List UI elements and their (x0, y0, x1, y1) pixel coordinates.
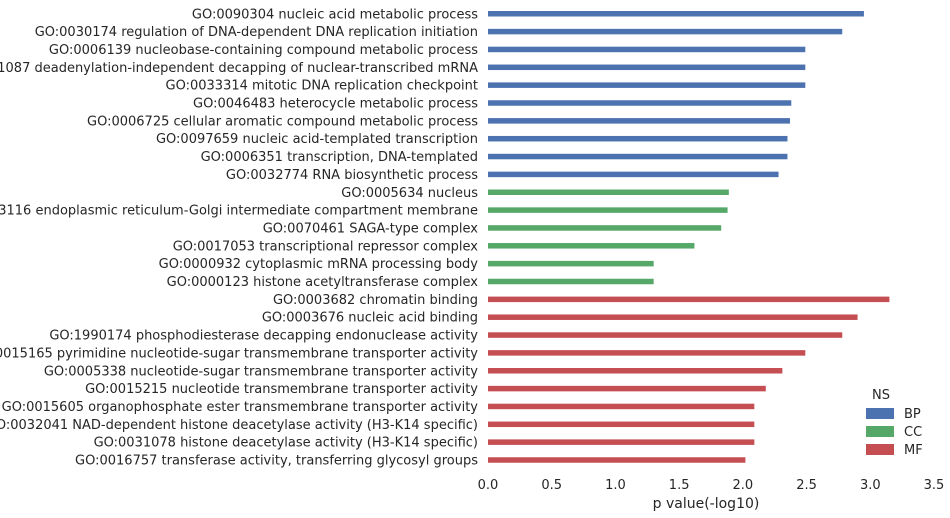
category-label: GO:0032041 NAD-dependent histone deacety… (0, 418, 478, 433)
legend: NS BP CC MF (866, 388, 923, 458)
x-axis: 0.0 0.5 1.0 1.5 2.0 2.5 3.0 3.5 (478, 478, 945, 493)
category-label: GO:0003682 chromatin binding (273, 293, 478, 308)
bar-mf (488, 457, 746, 463)
category-label: GO:0097659 nucleic acid-templated transc… (156, 132, 478, 147)
category-label: GO:0000123 histone acetyltransferase com… (167, 275, 479, 290)
legend-label: MF (904, 443, 923, 458)
bars-layer (488, 11, 890, 463)
bar-mf (488, 385, 766, 392)
bar-mf (488, 296, 890, 303)
category-label: GO:0015165 pyrimidine nucleotide-sugar t… (0, 346, 478, 361)
category-label: GO:0000932 cytoplasmic mRNA processing b… (159, 257, 479, 272)
bar-mf (488, 332, 843, 338)
x-tick-label: 3.0 (860, 478, 881, 493)
legend-label: BP (904, 407, 921, 422)
bar-bp (488, 82, 806, 88)
legend-swatch (866, 444, 894, 455)
category-label: GO:1990174 phosphodiesterase decapping e… (49, 329, 478, 344)
category-label: GO:0006139 nucleobase-containing compoun… (49, 43, 478, 58)
category-labels: GO:0090304 nucleic acid metabolic proces… (0, 7, 478, 468)
legend-label: CC (904, 425, 922, 440)
bar-mf (488, 368, 783, 374)
bar-mf (488, 350, 806, 356)
category-label: GO:0015605 organophosphate ester transme… (2, 400, 479, 415)
category-label: GO:0030174 regulation of DNA-dependent D… (35, 25, 478, 40)
x-tick-label: 0.0 (478, 478, 499, 493)
x-tick-label: 1.5 (669, 478, 690, 493)
legend-swatch (866, 426, 894, 437)
bar-cc (488, 260, 654, 267)
x-tick-label: 3.5 (924, 478, 945, 493)
bar-bp (488, 118, 791, 124)
category-label: GO:0006725 cellular aromatic compound me… (87, 114, 478, 129)
category-label: GO:0006351 transcription, DNA-templated (201, 150, 478, 165)
legend-items: BP CC MF (866, 407, 923, 458)
category-label: GO:0031078 histone deacetylase activity … (94, 436, 478, 451)
legend-title: NS (872, 388, 890, 403)
category-label: GO:0032774 RNA biosynthetic process (226, 168, 478, 183)
category-label: GO:0003676 nucleic acid binding (262, 311, 478, 326)
bar-cc (488, 243, 695, 249)
bar-bp (488, 100, 792, 106)
bar-mf (488, 314, 858, 320)
category-label: GO:0005338 nucleotide-sugar transmembran… (44, 364, 478, 379)
legend-swatch (866, 408, 894, 419)
category-label: GO:0016757 transferase activity, transfe… (75, 454, 478, 469)
x-axis-title: p value(-log10) (653, 496, 760, 512)
bar-bp (488, 64, 806, 71)
category-label: GO:0090304 nucleic acid metabolic proces… (192, 7, 478, 22)
bar-bp (488, 135, 788, 142)
x-tick-label: 0.5 (541, 478, 562, 493)
category-label: GO:0046483 heterocycle metabolic process (193, 97, 478, 112)
category-label: GO:0033116 endoplasmic reticulum-Golgi i… (0, 204, 478, 219)
bar-cc (488, 207, 728, 213)
bar-mf (488, 439, 755, 445)
category-label: GO:0070461 SAGA-type complex (263, 221, 479, 236)
bar-cc (488, 189, 729, 195)
bar-bp (488, 153, 788, 160)
bar-bp (488, 46, 806, 53)
x-tick-label: 2.5 (796, 478, 817, 493)
bar-bp (488, 11, 864, 17)
bar-bp (488, 171, 779, 178)
category-label: GO:0031087 deadenylation-independent dec… (0, 61, 478, 76)
category-label: GO:0005634 nucleus (341, 186, 478, 201)
category-label: GO:0017053 transcriptional repressor com… (173, 239, 479, 254)
x-tick-label: 2.0 (733, 478, 754, 493)
bar-cc (488, 225, 722, 231)
bar-cc (488, 278, 654, 285)
x-tick-label: 1.0 (605, 478, 626, 493)
bar-bp (488, 28, 843, 35)
bar-mf (488, 421, 755, 428)
category-label: GO:0015215 nucleotide transmembrane tran… (85, 382, 478, 397)
bar-mf (488, 403, 755, 410)
category-label: GO:0033314 mitotic DNA replication check… (166, 79, 478, 94)
